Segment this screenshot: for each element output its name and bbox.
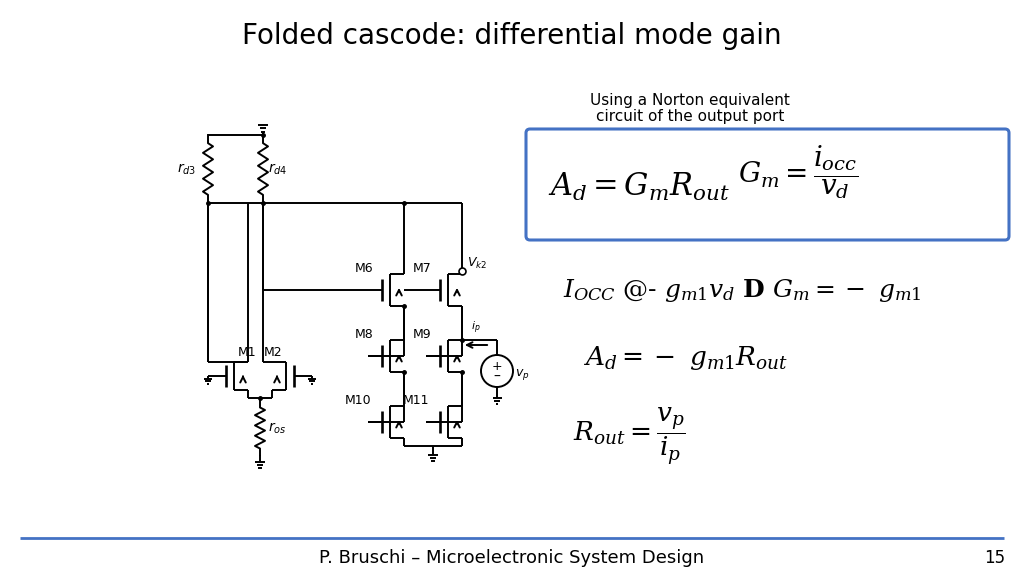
Text: $V_{k2}$: $V_{k2}$ [467,255,487,271]
Text: M8: M8 [354,328,374,342]
Text: $I_{OCC}\ @\text{-}\ g_{m1}v_d\ \mathbf{D}\ G_m = -\ g_{m1}$: $I_{OCC}\ @\text{-}\ g_{m1}v_d\ \mathbf{… [563,276,922,304]
FancyBboxPatch shape [526,129,1009,240]
Text: $A_d = G_m R_{out}$: $A_d = G_m R_{out}$ [548,171,730,203]
Text: M7: M7 [413,263,431,275]
Text: $i_p$: $i_p$ [471,320,481,336]
Text: $R_{out} = \dfrac{v_p}{i_p}$: $R_{out} = \dfrac{v_p}{i_p}$ [573,405,686,467]
Text: $G_m = \dfrac{i_{occ}}{v_d}$: $G_m = \dfrac{i_{occ}}{v_d}$ [738,143,858,201]
Text: $A_d = -\ g_{m1}R_{out}$: $A_d = -\ g_{m1}R_{out}$ [583,344,788,372]
Text: P. Bruschi – Microelectronic System Design: P. Bruschi – Microelectronic System Desi… [319,549,705,567]
Text: –: – [494,370,501,384]
Text: M10: M10 [345,395,372,407]
Text: circuit of the output port: circuit of the output port [596,109,784,124]
Text: +: + [492,359,503,373]
Text: M11: M11 [402,395,429,407]
Text: 15: 15 [984,549,1005,567]
Text: $r_{d4}$: $r_{d4}$ [268,161,288,177]
Text: $r_{os}$: $r_{os}$ [268,420,287,435]
Text: $r_{d3}$: $r_{d3}$ [177,161,196,177]
Text: Folded cascode: differential mode gain: Folded cascode: differential mode gain [243,22,781,50]
Text: M9: M9 [413,328,431,342]
Text: M1: M1 [238,346,257,358]
Text: M2: M2 [263,346,282,358]
Text: M6: M6 [354,263,374,275]
Text: $v_p$: $v_p$ [515,367,529,382]
Text: Using a Norton equivalent: Using a Norton equivalent [590,93,790,108]
